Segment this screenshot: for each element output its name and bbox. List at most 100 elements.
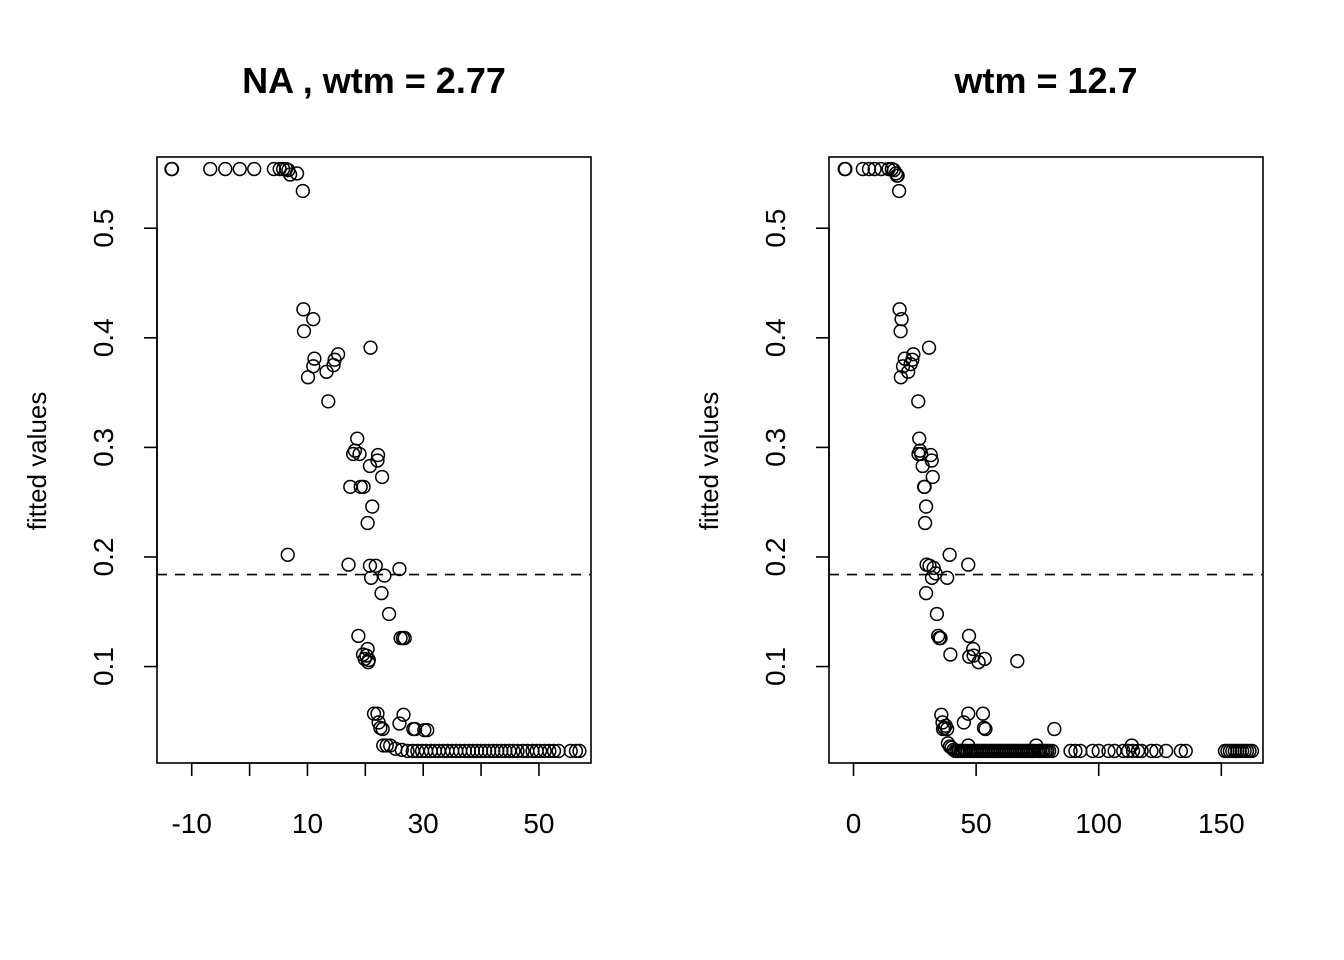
data-point	[895, 359, 911, 374]
data-point	[295, 183, 310, 199]
data-point	[563, 743, 578, 759]
data-point	[924, 453, 939, 468]
data-point	[296, 324, 312, 339]
y-tick-label: 0.4	[88, 318, 119, 357]
data-point	[921, 340, 937, 355]
data-point	[397, 630, 412, 646]
data-point	[352, 446, 367, 462]
data-point	[918, 499, 934, 514]
data-point	[930, 628, 946, 644]
data-point	[307, 351, 322, 366]
data-point	[918, 585, 934, 601]
data-point	[321, 394, 336, 409]
data-point	[924, 570, 940, 585]
y-axis-label-left: fitted values	[22, 392, 52, 531]
chart-panel-right: wtm = 12.7 fitted values 0 50 100 150 0.1 0.2…	[694, 60, 1264, 839]
y-tick-label: 0.3	[760, 428, 791, 467]
y-tick-label: 0.1	[88, 647, 119, 686]
plot-frame-right	[828, 156, 1264, 764]
data-point	[1244, 743, 1260, 759]
data-point	[218, 161, 233, 177]
data-point	[943, 647, 958, 662]
data-point	[532, 743, 548, 759]
data-point	[296, 302, 311, 317]
data-point	[917, 479, 932, 494]
data-point	[247, 161, 262, 177]
data-point	[280, 547, 295, 562]
data-point	[942, 547, 957, 562]
data-point	[400, 743, 415, 759]
data-point	[360, 515, 375, 531]
y-axis-label-right: fitted values	[694, 392, 724, 531]
data-point	[392, 561, 407, 577]
chart-title-right: wtm = 12.7	[953, 60, 1137, 101]
chart-title-left: NA , wtm = 2.77	[242, 60, 506, 101]
x-tick-label: 100	[1075, 808, 1122, 839]
y-tick-label: 0.5	[760, 209, 791, 248]
data-point	[1063, 743, 1078, 759]
data-point	[282, 167, 298, 182]
data-point	[361, 655, 376, 670]
data-point	[976, 720, 992, 736]
y-tick-label: 0.3	[88, 428, 119, 467]
data-point	[363, 570, 379, 585]
data-point	[363, 340, 378, 355]
data-point	[906, 347, 921, 362]
data-point	[1144, 743, 1159, 759]
data-point	[351, 628, 366, 644]
data-point	[1047, 721, 1062, 737]
data-point	[420, 722, 435, 738]
data-point	[961, 557, 976, 572]
data-point	[838, 161, 853, 177]
data-point	[961, 706, 976, 721]
data-point	[1134, 743, 1149, 759]
data-point	[966, 641, 981, 657]
data-point	[203, 161, 218, 177]
chart-panel-left: NA , wtm = 2.77 fitted values -10 10 30 50 0…	[22, 60, 592, 839]
data-point	[1178, 743, 1193, 759]
data-point	[568, 743, 584, 759]
data-point	[893, 324, 908, 339]
data-point	[306, 312, 321, 327]
data-point	[370, 453, 385, 468]
data-point	[893, 370, 908, 385]
data-point	[1010, 653, 1025, 669]
y-tick-label: 0.2	[760, 538, 791, 577]
data-point	[940, 570, 955, 585]
data-point	[341, 557, 356, 572]
x-tick-label: 50	[523, 808, 554, 839]
data-point	[370, 706, 385, 721]
data-point	[306, 359, 321, 374]
data-point	[350, 431, 365, 446]
data-point	[975, 706, 991, 721]
data-point	[1091, 743, 1106, 759]
data-point	[1044, 743, 1060, 759]
data-point	[1085, 743, 1100, 759]
data-point	[1068, 743, 1083, 759]
data-point	[923, 447, 938, 463]
data-point	[375, 721, 390, 737]
data-point	[368, 558, 383, 573]
x-tick-label: 30	[408, 808, 439, 839]
data-point	[374, 585, 389, 601]
data-point	[366, 706, 382, 721]
data-point	[381, 606, 397, 622]
data-point	[905, 352, 920, 367]
data-point	[394, 742, 409, 757]
data-point	[961, 628, 977, 644]
data-point	[978, 721, 993, 737]
data-point	[374, 469, 390, 485]
data-point	[867, 161, 882, 177]
data-point	[330, 347, 346, 362]
data-point	[572, 743, 587, 759]
x-tick-label: 150	[1198, 808, 1245, 839]
y-tick-label: 0.5	[88, 209, 119, 248]
y-tick-label: 0.2	[88, 538, 119, 577]
data-point	[377, 568, 392, 583]
data-point	[542, 743, 557, 759]
data-point	[370, 447, 386, 463]
data-point	[890, 168, 905, 183]
data-point	[546, 743, 562, 759]
data-point	[379, 738, 394, 753]
x-tick-label: 50	[961, 808, 992, 839]
